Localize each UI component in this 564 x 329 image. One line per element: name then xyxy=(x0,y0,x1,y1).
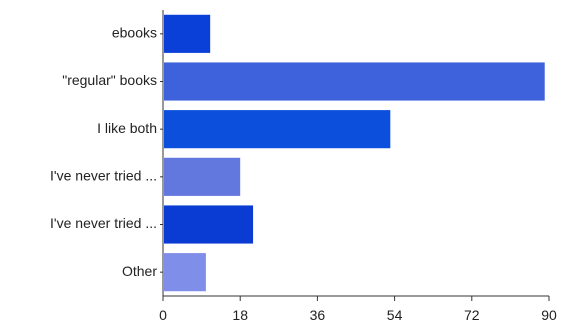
bar-4 xyxy=(164,205,254,244)
category-label-4: I've never tried ... xyxy=(50,215,157,231)
category-label-5: Other xyxy=(122,263,157,279)
x-tick-label-3: 54 xyxy=(387,307,403,323)
bar-3 xyxy=(164,157,241,196)
x-tick-label-4: 72 xyxy=(464,307,480,323)
x-tick-label-0: 0 xyxy=(159,307,167,323)
x-tick-labels-group: 0 18 36 54 72 90 xyxy=(159,307,557,323)
category-label-0: ebooks xyxy=(112,25,157,41)
bar-1 xyxy=(164,62,545,101)
category-label-2: I like both xyxy=(97,120,157,136)
category-label-1: "regular" books xyxy=(62,72,157,88)
axes-group xyxy=(160,10,550,301)
x-tick-label-2: 36 xyxy=(310,307,326,323)
x-tick-label-1: 18 xyxy=(232,307,248,323)
bar-2 xyxy=(164,110,391,149)
bar-0 xyxy=(164,14,211,53)
x-tick-label-5: 90 xyxy=(541,307,557,323)
category-label-3: I've never tried ... xyxy=(50,168,157,184)
bars-group xyxy=(164,14,545,292)
bar-5 xyxy=(164,253,206,292)
category-labels-group: ebooks "regular" books I like both I've nev… xyxy=(50,25,157,279)
